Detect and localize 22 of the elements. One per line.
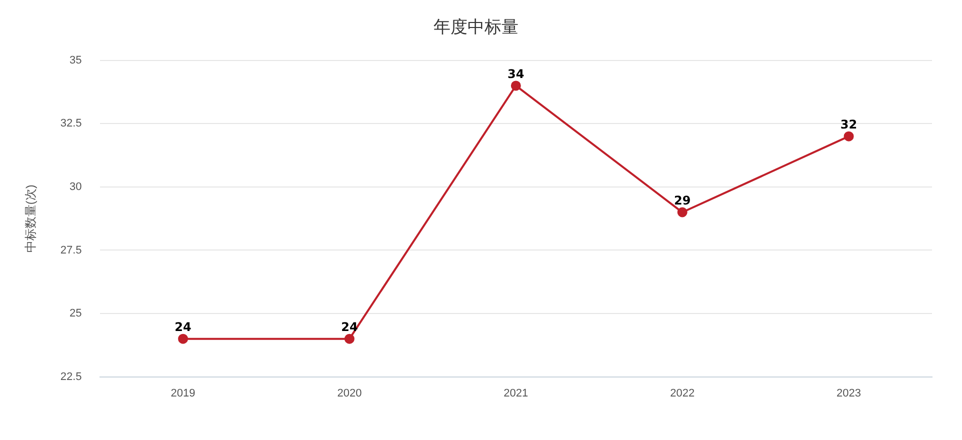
x-tick-label: 2021 <box>504 387 528 400</box>
y-tick-label: 30 <box>70 180 82 193</box>
x-tick-label: 2020 <box>337 387 362 400</box>
point <box>344 334 354 344</box>
point <box>510 80 521 91</box>
y-tick-label: 22.5 <box>60 370 82 383</box>
point <box>844 131 854 142</box>
data-label: 34 <box>508 66 524 81</box>
x-tick-label: 2022 <box>670 387 695 400</box>
x-tick-label: 2019 <box>170 387 196 400</box>
y-axis-title: 中标数量(次) <box>24 184 38 253</box>
data-label: 32 <box>840 117 858 132</box>
y-tick-label: 27.5 <box>60 244 82 256</box>
data-label: 24 <box>174 320 192 334</box>
y-tick-label: 25 <box>70 308 82 320</box>
data-label: 29 <box>674 193 691 208</box>
point <box>677 207 688 218</box>
y-tick-label: 32.5 <box>60 118 82 130</box>
point <box>178 334 188 344</box>
chart-title: 年度中标量 <box>434 18 518 38</box>
y-tick-label: 35 <box>70 54 82 66</box>
x-tick-label: 2023 <box>836 387 862 400</box>
